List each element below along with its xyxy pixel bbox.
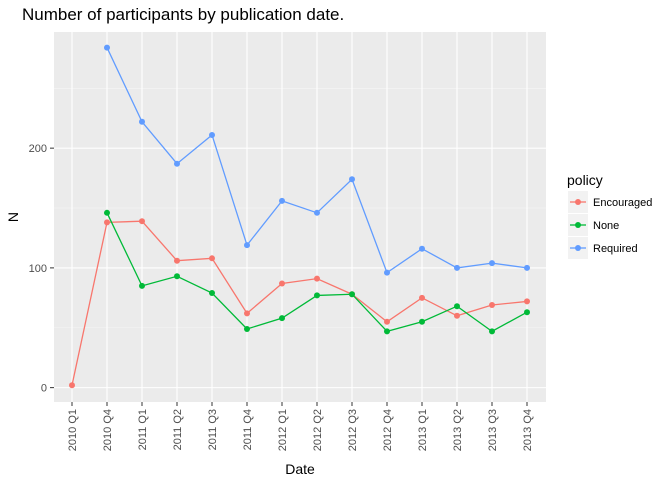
data-point [104, 44, 110, 51]
legend-key-point [575, 222, 581, 228]
x-tick-label: 2013 Q4 [522, 409, 534, 451]
series-line [71, 220, 528, 386]
y-tick-label: 100 [29, 263, 47, 275]
data-point [314, 275, 320, 282]
data-point [314, 292, 320, 299]
chart-title: Number of participants by publication da… [22, 5, 344, 24]
legend: policy Encouraged None Required [567, 172, 652, 259]
x-tick-label: 2011 Q4 [242, 409, 254, 450]
x-tick-label: 2011 Q2 [172, 409, 184, 450]
legend-label: None [593, 220, 619, 232]
data-point [454, 312, 460, 319]
y-tick-label: 200 [29, 143, 47, 155]
x-axis: 2010 Q1 2010 Q4 2011 Q1 2011 Q2 2011 Q3 2011 … [67, 402, 534, 451]
data-point [419, 318, 425, 325]
data-point [524, 264, 530, 271]
x-tick-label: 2013 Q3 [487, 409, 499, 451]
data-point [104, 219, 110, 226]
legend-key-required [568, 237, 588, 259]
data-point [384, 269, 390, 276]
data-point [209, 255, 215, 262]
series-required [104, 44, 530, 276]
series-layer [69, 44, 530, 389]
data-point [209, 290, 215, 297]
data-point [349, 176, 355, 183]
y-axis: 0 100 200 [29, 143, 54, 395]
x-tick-label: 2012 Q3 [347, 409, 359, 451]
data-point [524, 309, 530, 316]
x-tick-label: 2013 Q2 [452, 409, 464, 451]
plot-panel [54, 32, 546, 402]
legend-key-none [568, 214, 588, 236]
data-point [314, 209, 320, 216]
data-point [104, 209, 110, 216]
legend-title: policy [567, 172, 603, 188]
data-point [244, 310, 250, 317]
legend-key-encouraged [568, 191, 588, 213]
legend-key-point [575, 199, 581, 205]
y-axis-label: N [5, 212, 21, 222]
data-point [174, 160, 180, 167]
data-point [279, 315, 285, 322]
data-point [489, 302, 495, 309]
x-tick-label: 2010 Q1 [67, 409, 79, 451]
data-point [279, 280, 285, 287]
data-point [174, 257, 180, 264]
legend-label: Required [593, 243, 638, 255]
data-point [524, 298, 530, 305]
data-point [139, 282, 145, 289]
x-axis-label: Date [285, 461, 315, 477]
minor-gridlines [54, 87, 546, 329]
x-tick-label: 2010 Q4 [102, 409, 114, 451]
data-point [384, 318, 390, 325]
series-none [104, 209, 530, 335]
series-encouraged [69, 218, 530, 389]
x-tick-label: 2012 Q4 [382, 409, 394, 451]
data-point [454, 264, 460, 271]
data-point [139, 118, 145, 125]
major-gridlines [54, 32, 546, 402]
x-tick-label: 2013 Q1 [417, 409, 429, 451]
x-tick-label: 2011 Q3 [207, 409, 219, 450]
data-point [489, 260, 495, 267]
x-tick-label: 2011 Q1 [137, 409, 149, 450]
data-point [419, 245, 425, 252]
data-point [209, 131, 215, 138]
data-point [174, 273, 180, 280]
data-point [139, 218, 145, 225]
data-point [454, 303, 460, 310]
data-point [384, 328, 390, 335]
data-point [489, 328, 495, 335]
legend-key-point [575, 245, 581, 251]
data-point [279, 197, 285, 204]
data-point [244, 325, 250, 332]
x-tick-label: 2012 Q2 [312, 409, 324, 451]
data-point [69, 382, 75, 389]
x-tick-label: 2012 Q1 [277, 409, 289, 451]
y-tick-label: 0 [41, 383, 47, 395]
data-point [419, 294, 425, 301]
legend-label: Encouraged [593, 197, 652, 209]
data-point [244, 242, 250, 249]
data-point [349, 291, 355, 298]
